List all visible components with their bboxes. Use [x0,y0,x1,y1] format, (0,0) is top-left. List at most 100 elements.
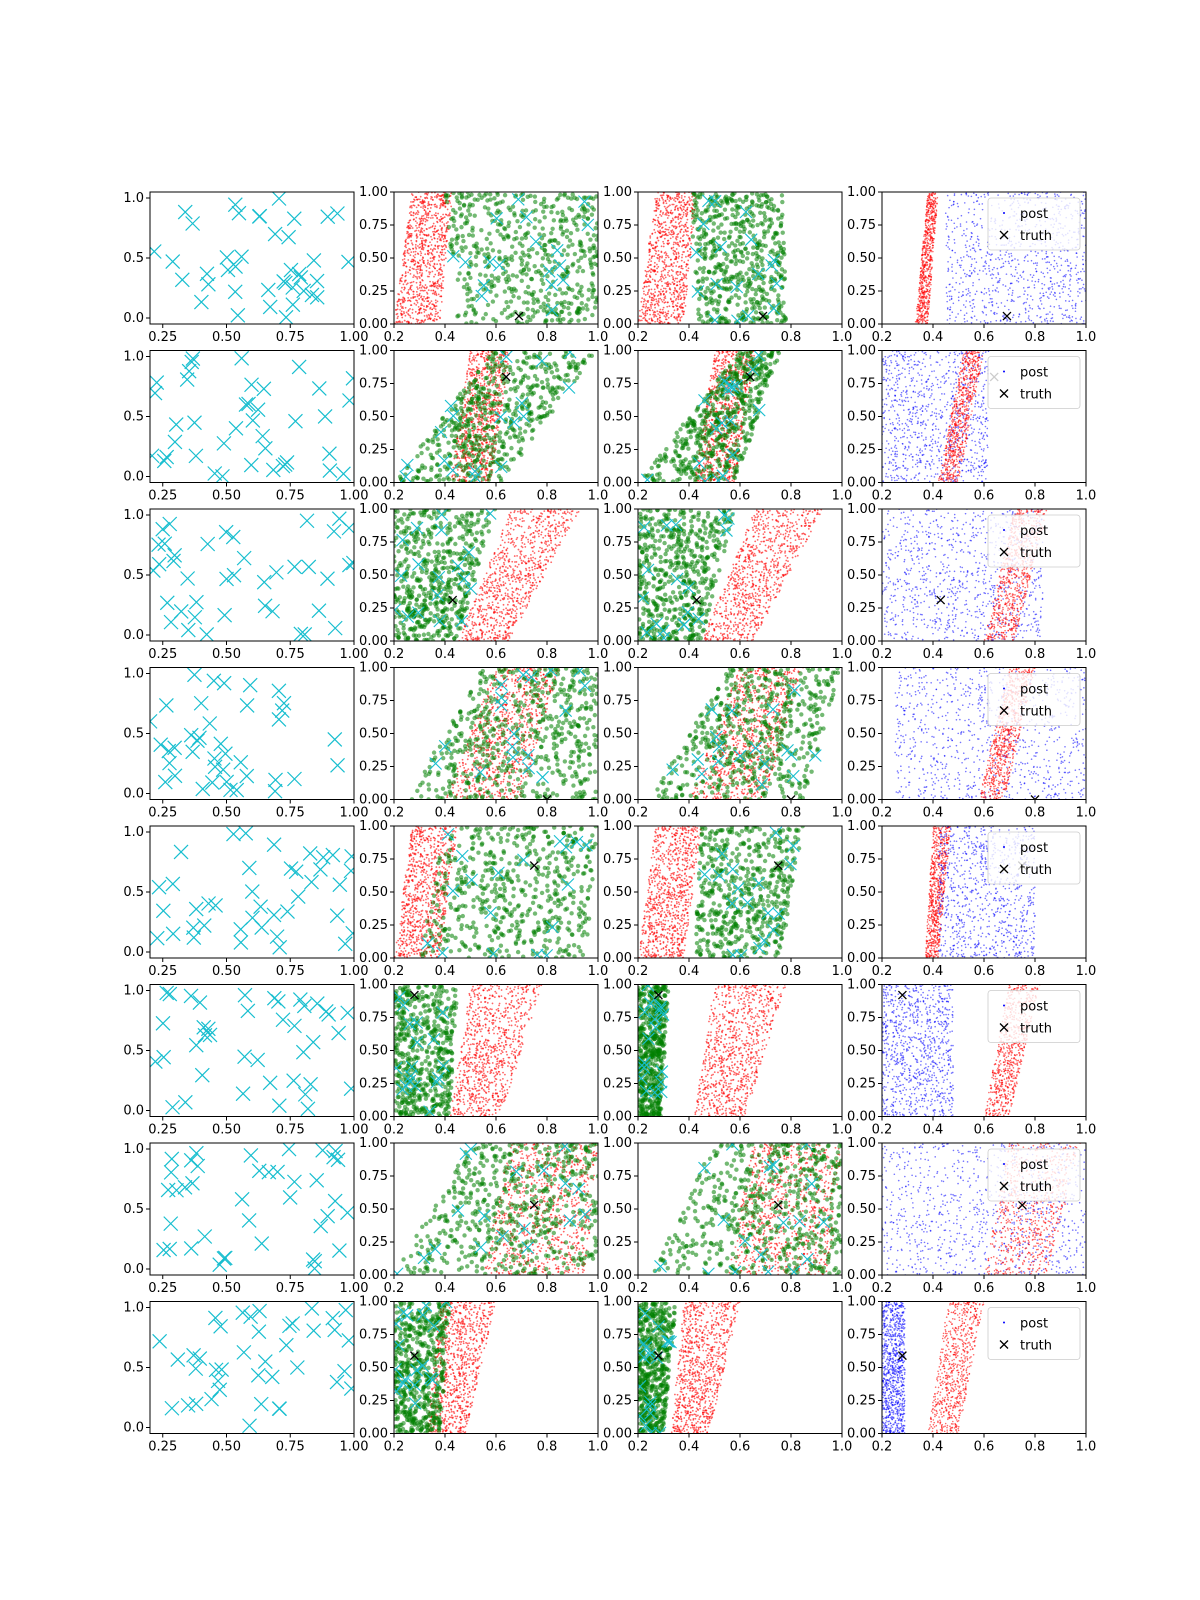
post-sample [962,281,964,283]
green-sample [763,200,769,205]
green-sample [451,218,457,224]
red-sample [407,291,410,293]
red-sample [670,263,673,266]
red-sample [416,276,418,278]
green-sample [514,274,520,279]
red-sample [686,211,689,214]
red-sample [678,313,681,316]
red-sample [430,244,433,246]
x-tick-label: 0.25 [148,489,177,504]
green-sample [588,237,593,242]
design-point [167,434,183,450]
red-sample [691,207,694,210]
red-sample [685,273,688,276]
post-sample [1008,256,1011,258]
red-sample [936,196,939,199]
green-sample [470,225,475,230]
green-sample [775,207,781,213]
red-sample [673,289,676,292]
post-sample [963,233,965,235]
green-sample [710,300,715,306]
post-sample [999,277,1001,280]
red-sample [922,242,925,244]
red-sample [673,250,676,253]
red-sample [411,284,413,287]
red-sample [664,316,667,318]
post-sample [962,256,965,258]
design-point [322,446,337,462]
red-sample [656,200,658,202]
green-sample [779,193,785,198]
red-sample [483,380,486,382]
x-tick-label: 1.0 [1076,330,1097,345]
red-sample [417,305,420,308]
post-sample [1080,200,1083,203]
red-sample [683,251,685,253]
post-sample [1077,282,1079,284]
post-sample [966,240,968,242]
red-sample [672,219,675,221]
post-sample [952,302,955,305]
post-sample [1014,268,1017,271]
red-sample [657,313,660,315]
post-sample [1039,292,1042,294]
x-tick-label: 0.25 [148,330,177,345]
green-sample [501,236,507,242]
red-sample [665,214,668,216]
green-sample [779,267,785,272]
green-sample [717,293,722,299]
green-sample [695,195,701,200]
red-sample [676,284,679,287]
red-sample [404,306,407,309]
green-sample [745,289,750,294]
red-sample [436,284,439,287]
green-sample [503,254,508,260]
red-sample [436,282,439,285]
post-sample [1070,193,1073,196]
green-sample [769,220,775,226]
panel-r1-c3: 0.2 0.4 0.6 0.8 1.00.000.250.500.751.00 [603,185,852,345]
red-sample [419,233,421,236]
red-sample [653,261,656,264]
red-sample [432,258,435,261]
post-sample [1028,315,1030,317]
green-sample [695,279,701,285]
green-sample [533,269,539,275]
red-sample [660,270,663,273]
red-sample [434,212,437,214]
red-sample [409,269,411,272]
red-sample [423,300,426,303]
red-sample [657,304,660,307]
red-sample [431,270,434,273]
red-sample [676,302,679,305]
red-sample [399,278,402,281]
post-sample [1027,260,1029,262]
green-sample [566,305,571,311]
green-sample [581,214,587,219]
green-sample [734,258,739,263]
green-sample [740,253,746,259]
red-sample [644,306,647,309]
red-sample [648,280,651,283]
red-sample [667,234,669,237]
red-sample [653,279,656,282]
green-sample [553,238,558,243]
post-sample [1075,264,1077,267]
y-tick-label: 0.75 [603,218,632,233]
x-tick-label: 0.4 [435,330,456,345]
red-sample [407,288,410,291]
green-sample [534,250,540,256]
green-sample [545,273,550,279]
post-sample [1039,316,1041,319]
red-sample [419,246,422,249]
red-sample [666,305,669,308]
green-sample [580,306,586,311]
green-sample [454,195,459,200]
red-sample [683,296,686,299]
red-sample [408,226,411,229]
post-sample [1026,254,1029,256]
post-sample [978,242,980,245]
green-sample [765,319,770,324]
red-sample [468,359,471,362]
red-sample [679,298,682,301]
